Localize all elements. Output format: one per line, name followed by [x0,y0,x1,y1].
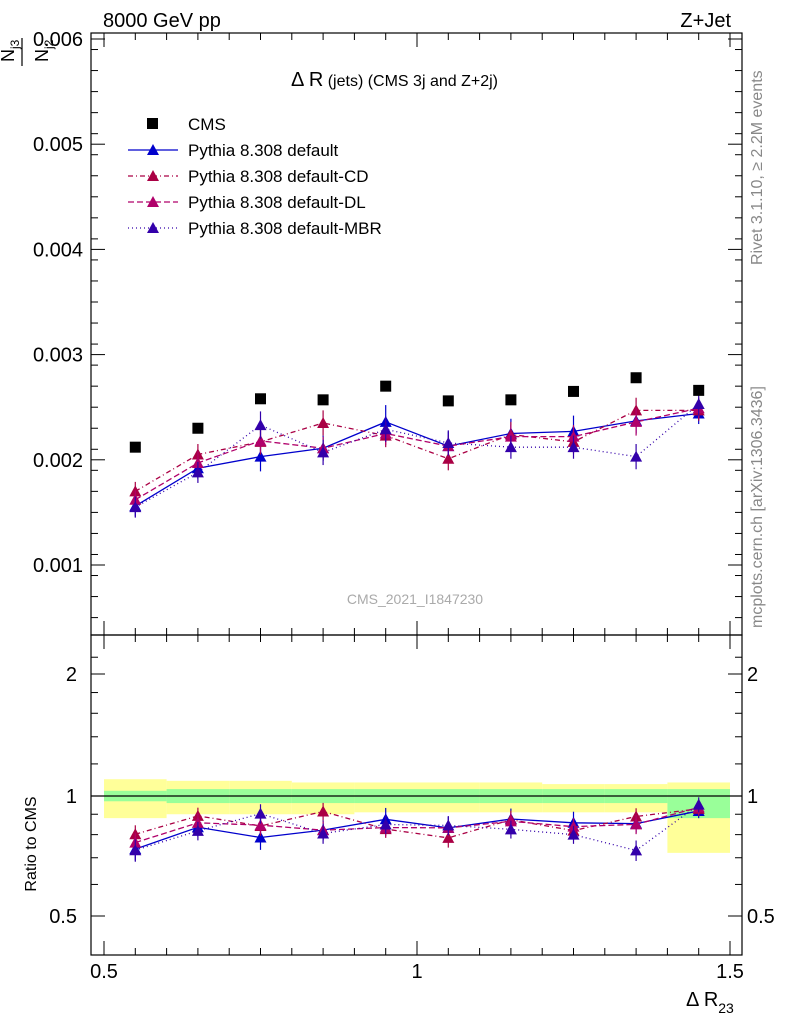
ratio-line [135,806,699,844]
series-marker [567,441,580,453]
ratio-marker [567,828,580,840]
ratio-marker [442,831,455,843]
ratio-marker [630,844,643,856]
y-tick-label: 0.006 [33,29,83,51]
y-axis-label: Nj3 Nj2 [0,38,56,66]
ratio-marker [254,807,267,819]
series-marker [129,501,142,513]
ratio-marker [504,823,517,835]
series-marker [317,446,330,458]
mcplots-label: mcplots.cern.ch [arXiv:1306.3436] [749,386,766,628]
x-tick-label: 0.5 [90,961,118,983]
y-label-den: Nj2 [32,39,56,62]
ratio-series-4 [129,797,705,862]
x-tick-label: 1 [411,961,422,983]
ratio-marker [630,818,643,830]
data-point [630,372,642,384]
legend-marker [147,144,159,155]
legend-label: Pythia 8.308 default-CD [188,167,369,186]
ratio-tick-label: 1 [66,786,77,808]
ratio-plot: 0.5 1 1.5 0.5 0.5 1 1 2 2 [49,634,775,983]
series-marker [504,441,517,453]
data-series [129,372,705,453]
y-tick-label: 0.001 [33,555,83,577]
legend-label-cms: CMS [188,115,226,134]
legend-marker-cms [147,118,158,129]
series-2 [129,397,705,501]
ratio-tick-label: 2 [66,664,77,686]
data-point [693,384,705,396]
series-marker [442,452,455,464]
legend-label: Pythia 8.308 default-MBR [188,219,382,238]
ratio-tick-label-right: 0.5 [747,906,775,928]
y-tick-label: 0.004 [33,239,83,261]
series-marker [254,450,267,462]
legend-label: Pythia 8.308 default [188,141,339,160]
legend-label: Pythia 8.308 default-DL [188,193,366,212]
y-label-num: Nj3 [0,39,22,62]
series-marker [630,450,643,462]
ratio-tick-label-right: 2 [747,664,758,686]
series-marker [442,436,455,448]
legend-marker [147,196,159,207]
ratio-line [135,808,699,839]
series-4 [129,392,705,518]
series-line [134,409,699,492]
ratio-tick-label: 0.5 [49,906,77,928]
ratio-line [135,810,699,850]
legend: CMS Pythia 8.308 default Pythia 8.308 defa… [128,115,382,238]
ratio-marker [317,827,330,839]
analysis-watermark: CMS_2021_I1847230 [347,591,483,607]
series-marker [692,398,705,410]
data-point [505,394,517,406]
series-line [134,407,699,501]
data-point [129,441,141,453]
ratio-marker [129,844,142,856]
y-tick-label: 0.005 [33,134,83,156]
ratio-marker [191,824,204,836]
x-tick-label: 1.5 [716,961,744,983]
legend-marker [147,222,159,233]
ratio-marker [317,805,330,817]
data-point [380,380,392,392]
series-marker [317,416,330,428]
ratio-marker [379,818,392,830]
ratio-marker [442,819,455,831]
data-point [568,385,579,397]
series-1 [129,402,705,517]
data-point [317,394,329,406]
data-point [192,422,204,434]
series-marker [379,423,392,435]
header-right: Z+Jet [680,10,731,32]
series-marker [630,415,643,427]
header-left: 8000 GeV pp [103,10,221,32]
legend-marker [147,170,159,181]
main-plot: 0.001 0.002 0.003 0.004 0.005 0.006 [33,29,743,636]
data-point [255,393,266,405]
x-axis-label: Δ R23 [686,989,734,1016]
chart-title: Δ R (jets) (CMS 3j and Z+2j) [291,69,498,91]
ratio-marker [692,798,705,810]
series-marker [254,434,267,446]
series-line [134,412,699,507]
series-3 [129,397,705,510]
data-point [442,395,454,407]
series-marker [191,466,204,478]
series-marker [254,419,267,431]
y-tick-label: 0.002 [33,450,83,472]
rivet-label: Rivet 3.1.10, ≥ 2.2M events [749,70,766,265]
y-tick-label: 0.003 [33,345,83,367]
ratio-tick-label-right: 1 [747,786,758,808]
ratio-marker [254,831,267,843]
ratio-marker [254,819,267,831]
ratio-y-label: Ratio to CMS [23,796,40,891]
